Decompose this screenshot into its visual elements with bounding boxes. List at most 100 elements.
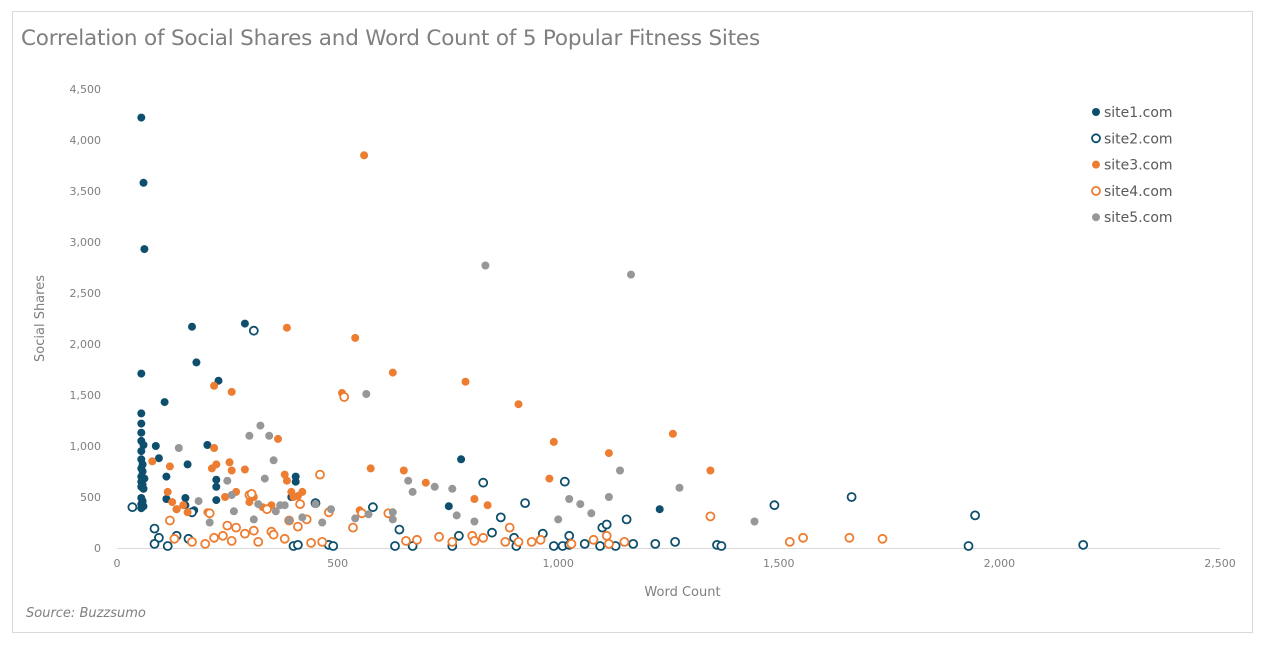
data-point xyxy=(545,474,554,483)
data-point xyxy=(367,502,378,513)
data-point xyxy=(604,539,614,549)
data-point xyxy=(351,333,360,342)
data-point xyxy=(404,476,413,485)
data-point xyxy=(162,541,173,551)
data-point xyxy=(444,502,453,511)
data-point xyxy=(469,536,480,546)
data-point xyxy=(495,512,506,523)
data-point xyxy=(327,505,335,514)
data-point xyxy=(576,500,585,509)
data-point xyxy=(212,460,221,469)
data-point xyxy=(453,530,464,541)
data-point xyxy=(187,537,197,547)
data-point xyxy=(274,434,282,443)
legend-label: site5.com xyxy=(1104,210,1173,226)
y-tick-label: 3,500 xyxy=(70,185,102,198)
data-point xyxy=(970,510,980,521)
data-point xyxy=(595,541,605,551)
data-point xyxy=(154,454,163,463)
legend-label: site4.com xyxy=(1104,184,1173,200)
data-point xyxy=(210,444,219,452)
data-point xyxy=(137,369,146,378)
data-point xyxy=(769,500,780,511)
data-point xyxy=(675,483,684,492)
data-point xyxy=(140,245,149,254)
data-point xyxy=(137,428,146,437)
data-point xyxy=(716,541,727,551)
data-point xyxy=(212,496,221,505)
series-site1-com xyxy=(137,113,664,515)
data-point xyxy=(514,400,523,409)
data-point xyxy=(1078,540,1089,550)
data-point xyxy=(245,431,254,440)
data-point xyxy=(127,502,138,513)
data-point xyxy=(268,529,279,540)
data-point xyxy=(668,429,677,438)
data-point xyxy=(481,261,490,270)
data-point xyxy=(280,501,289,510)
data-point xyxy=(616,466,624,475)
data-point xyxy=(249,515,258,524)
data-point xyxy=(265,431,274,440)
legend-marker xyxy=(1092,213,1100,222)
data-point xyxy=(963,541,974,551)
data-point xyxy=(549,437,558,446)
data-point xyxy=(483,501,492,510)
x-tick-label: 0 xyxy=(114,557,121,570)
data-point xyxy=(388,515,397,524)
data-point xyxy=(210,381,219,390)
data-point xyxy=(248,325,259,336)
data-point xyxy=(248,525,259,536)
data-point xyxy=(164,515,175,526)
data-point xyxy=(269,456,278,465)
data-point xyxy=(784,537,795,547)
data-point xyxy=(526,537,537,547)
data-point xyxy=(579,539,590,549)
x-tick-label: 2,500 xyxy=(1204,557,1236,570)
data-point xyxy=(430,482,439,491)
data-point xyxy=(421,478,430,487)
data-point xyxy=(221,493,230,501)
x-axis: 0 500 1,000 1,500 2,000 2,500 xyxy=(114,557,1236,570)
data-point xyxy=(149,539,160,549)
data-point xyxy=(628,539,639,549)
y-tick-label: 2,000 xyxy=(70,338,102,351)
data-point xyxy=(217,530,228,541)
data-point xyxy=(227,466,236,475)
data-point xyxy=(461,377,470,386)
data-point xyxy=(282,476,291,485)
data-point xyxy=(160,398,169,407)
data-point xyxy=(315,469,325,480)
legend-label: site1.com xyxy=(1104,105,1173,121)
data-point xyxy=(203,441,212,449)
legend-item: site1.com xyxy=(1092,105,1173,121)
series-site5-com xyxy=(174,261,759,527)
data-points xyxy=(127,113,1089,551)
x-tick-label: 1,500 xyxy=(763,557,795,570)
data-point xyxy=(565,495,574,503)
data-point xyxy=(227,491,236,499)
data-point xyxy=(478,532,489,543)
data-point xyxy=(271,507,280,516)
data-point xyxy=(222,520,233,531)
data-point xyxy=(705,511,716,522)
data-point xyxy=(204,508,215,519)
data-point xyxy=(229,507,238,516)
chart-frame xyxy=(12,11,1253,633)
data-point xyxy=(706,466,715,475)
chart-title: Correlation of Social Shares and Word Co… xyxy=(21,26,760,51)
data-point xyxy=(351,514,360,523)
data-point xyxy=(412,534,422,545)
data-point xyxy=(478,477,489,488)
data-point xyxy=(619,537,630,547)
data-point xyxy=(137,504,146,513)
data-point xyxy=(298,487,307,496)
y-tick-label: 4,500 xyxy=(70,83,102,96)
data-point xyxy=(559,476,570,487)
data-point xyxy=(212,482,221,491)
legend-item: site2.com xyxy=(1091,131,1173,147)
y-tick-label: 1,000 xyxy=(70,440,102,453)
data-point xyxy=(253,537,264,547)
data-point xyxy=(604,449,613,458)
